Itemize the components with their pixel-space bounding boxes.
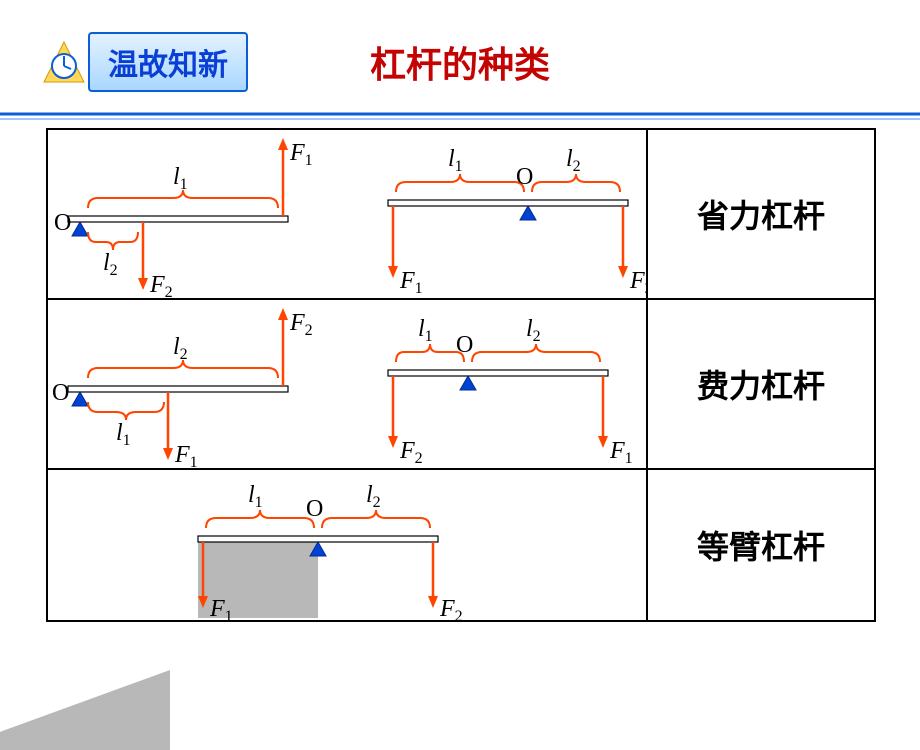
clock-icon (40, 38, 88, 86)
diagram-cell-3: l1 l2 O F1 F2 (48, 470, 648, 620)
page-title: 杠杆的种类 (370, 36, 550, 88)
svg-text:l2: l2 (566, 146, 581, 175)
svg-text:l2: l2 (526, 316, 541, 345)
diagram-cell-2: O l2 l1 F2 F1 l1 l2 O F2 F1 (48, 300, 648, 468)
svg-text:F2: F2 (629, 268, 648, 297)
diagram-row2: O l2 l1 F2 F1 l1 l2 O F2 F1 (48, 300, 648, 468)
svg-text:O: O (516, 164, 533, 190)
row-label-1: 省力杠杆 (648, 130, 874, 298)
diagram-row3: l1 l2 O F1 F2 (48, 470, 648, 620)
svg-text:l2: l2 (173, 334, 188, 363)
divider (0, 112, 920, 122)
diagram-cell-1: O l1 l2 F1 F2 l1 l2 O F1 F2 (48, 130, 648, 298)
svg-text:F2: F2 (399, 438, 423, 467)
svg-text:l2: l2 (366, 482, 381, 511)
header: 温故知新 杠杆的种类 (0, 0, 920, 100)
row-costing-force: O l2 l1 F2 F1 l1 l2 O F2 F1 费力杠杆 (46, 300, 876, 470)
corner-decoration (0, 670, 170, 750)
svg-text:l1: l1 (418, 316, 433, 345)
svg-text:F1: F1 (399, 268, 423, 297)
svg-text:F2: F2 (149, 272, 173, 298)
badge-label: 温故知新 (88, 32, 248, 92)
svg-text:l2: l2 (103, 250, 118, 279)
diagram-row1: O l1 l2 F1 F2 l1 l2 O F1 F2 (48, 130, 648, 298)
svg-text:F2: F2 (439, 596, 463, 620)
svg-text:O: O (52, 380, 69, 406)
svg-text:F2: F2 (289, 310, 313, 339)
row-label-3: 等臂杠杆 (648, 470, 874, 620)
review-badge: 温故知新 (40, 32, 248, 92)
row-saving-force: O l1 l2 F1 F2 l1 l2 O F1 F2 省力 (46, 128, 876, 300)
label-O: O (54, 210, 71, 236)
lever-table: O l1 l2 F1 F2 l1 l2 O F1 F2 省力 (46, 128, 876, 622)
svg-text:F1: F1 (609, 438, 633, 467)
row-equal-arm: l1 l2 O F1 F2 等臂杠杆 (46, 470, 876, 622)
svg-text:F1: F1 (174, 442, 198, 468)
svg-text:O: O (306, 496, 323, 522)
svg-text:l1: l1 (173, 164, 188, 193)
row-label-2: 费力杠杆 (648, 300, 874, 468)
svg-text:F1: F1 (289, 140, 313, 169)
svg-text:l1: l1 (248, 482, 263, 511)
svg-text:l1: l1 (116, 420, 131, 449)
svg-text:O: O (456, 332, 473, 358)
svg-text:l1: l1 (448, 146, 463, 175)
